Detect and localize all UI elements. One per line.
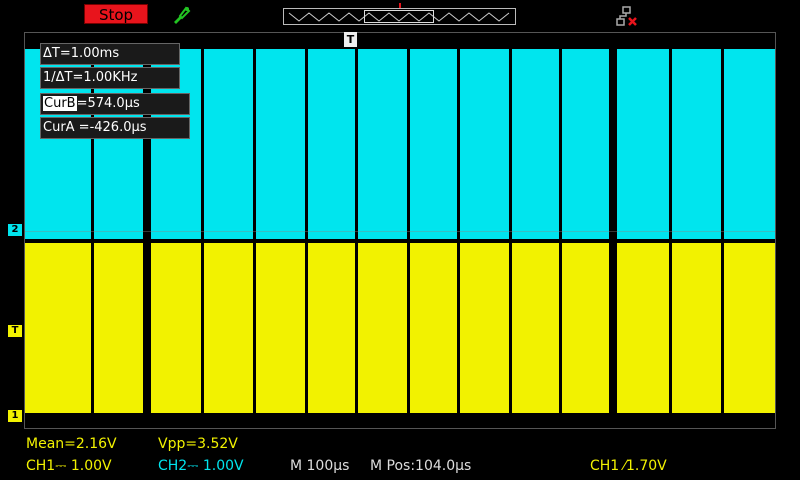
network-disconnected-icon — [616, 6, 637, 26]
vpp-measurement: Vpp=3.52V — [158, 436, 238, 452]
signal-gap — [201, 33, 204, 428]
ch2-scale[interactable]: CH2⎓ 1.00V — [158, 458, 244, 474]
cursor-b-value: =574.0µs — [76, 96, 140, 111]
signal-gap — [669, 33, 672, 428]
top-toolbar: Stop — [0, 0, 800, 30]
delta-t-readout: ΔT=1.00ms — [40, 43, 180, 65]
signal-gap — [91, 33, 94, 428]
signal-gap — [509, 33, 512, 428]
ch1-ground-marker[interactable]: 1 — [8, 410, 22, 422]
signal-gap — [355, 33, 358, 428]
timeline-waveform — [288, 12, 510, 22]
probe-icon — [174, 6, 191, 24]
ch2-baseline — [25, 229, 775, 232]
timeline-view-window — [364, 10, 434, 23]
signal-gap — [609, 33, 617, 428]
mean-measurement: Mean=2.16V — [26, 436, 117, 452]
run-stop-indicator[interactable]: Stop — [84, 4, 148, 24]
ch1-waveform — [25, 243, 775, 413]
trigger-position-marker[interactable]: T — [344, 32, 357, 47]
signal-gap — [253, 33, 256, 428]
signal-gap — [559, 33, 562, 428]
timebase[interactable]: M 100µs — [290, 458, 350, 474]
main-position[interactable]: M Pos:104.0µs — [370, 458, 472, 474]
ch1-baseline — [25, 409, 775, 412]
ch1-trigger-level-marker[interactable]: T — [8, 325, 22, 337]
grid-center-line — [25, 231, 775, 232]
memory-timeline[interactable] — [283, 3, 516, 25]
signal-gap — [143, 33, 151, 428]
ch1-high-level — [25, 243, 775, 247]
cursor-b-readout: CurB=574.0µs — [40, 93, 190, 115]
ch1-scale[interactable]: CH1⎓ 1.00V — [26, 458, 112, 474]
signal-gap — [305, 33, 308, 428]
trigger-setting[interactable]: CH1 ⁄1.70V — [590, 458, 667, 474]
cursor-b-label[interactable]: CurB — [43, 96, 77, 111]
timeline-trigger-marker — [399, 3, 401, 8]
inverse-delta-t-readout: 1/ΔT=1.00KHz — [40, 67, 180, 89]
signal-gap — [457, 33, 460, 428]
ch2-ground-marker[interactable]: 2 — [8, 224, 22, 236]
signal-gap — [407, 33, 410, 428]
cursor-a-readout: CurA =-426.0µs — [40, 117, 190, 139]
signal-gap — [721, 33, 724, 428]
waveform-display[interactable] — [24, 32, 776, 429]
